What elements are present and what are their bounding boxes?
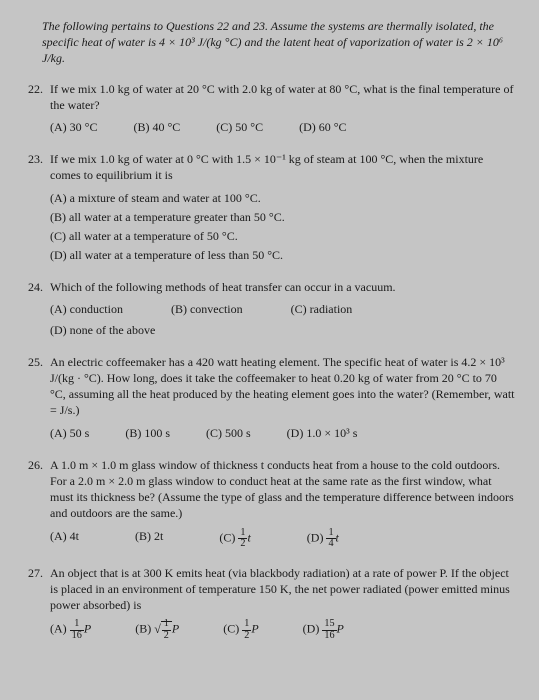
q22-text: If we mix 1.0 kg of water at 20 °C with … [50, 81, 515, 113]
q22-choices: (A) 30 °C (B) 40 °C (C) 50 °C (D) 60 °C [28, 119, 515, 135]
q27-choice-c: (C) 12P [223, 619, 258, 640]
question-24: 24. Which of the following methods of he… [28, 279, 515, 338]
q22-choice-b: (B) 40 °C [133, 119, 180, 135]
q22-choice-c: (C) 50 °C [216, 119, 263, 135]
q25-number: 25. [28, 354, 50, 419]
q26-choice-d: (D) 14t [307, 528, 339, 549]
q26-d-label: (D) [307, 530, 324, 544]
q27-b-label: (B) [135, 622, 151, 636]
q27-choices: (A) 116P (B) 12P (C) 12P (D) 1516P [28, 619, 515, 640]
q26-c-label: (C) [219, 530, 235, 544]
q26-choice-b: (B) 2t [135, 528, 163, 549]
q26-choices: (A) 4t (B) 2t (C) 12t (D) 14t [28, 528, 515, 549]
q27-number: 27. [28, 565, 50, 614]
question-25: 25. An electric coffeemaker has a 420 wa… [28, 354, 515, 441]
q24-text: Which of the following methods of heat t… [50, 279, 515, 295]
q25-choice-d: (D) 1.0 × 10³ s [287, 425, 358, 441]
q24-choices-row2: (D) none of the above [28, 322, 515, 338]
q27-choice-b: (B) 12P [135, 619, 179, 640]
q27-b-sqrt: 12 [154, 619, 172, 640]
q23-choice-b: (B) all water at a temperature greater t… [50, 209, 515, 225]
q27-c-label: (C) [223, 622, 239, 636]
q22-choice-d: (D) 60 °C [299, 119, 346, 135]
q27-a-label: (A) [50, 622, 67, 636]
q25-choice-b: (B) 100 s [125, 425, 170, 441]
q23-choice-a: (A) a mixture of steam and water at 100 … [50, 190, 515, 206]
q24-choice-a: (A) conduction [50, 301, 123, 317]
q27-c-fraction: 12 [242, 619, 251, 640]
question-26: 26. A 1.0 m × 1.0 m glass window of thic… [28, 457, 515, 549]
q27-text: An object that is at 300 K emits heat (v… [50, 565, 515, 614]
q24-choice-c: (C) radiation [291, 301, 353, 317]
q24-number: 24. [28, 279, 50, 295]
q26-number: 26. [28, 457, 50, 522]
q27-a-fraction: 116 [70, 619, 84, 640]
question-22: 22. If we mix 1.0 kg of water at 20 °C w… [28, 81, 515, 136]
q25-choice-a: (A) 50 s [50, 425, 89, 441]
q26-d-fraction: 14 [326, 528, 335, 549]
q25-choice-c: (C) 500 s [206, 425, 251, 441]
q25-text: An electric coffeemaker has a 420 watt h… [50, 354, 515, 419]
q27-d-label: (D) [303, 622, 320, 636]
questions-intro: The following pertains to Questions 22 a… [28, 18, 515, 67]
q23-choice-c: (C) all water at a temperature of 50 °C. [50, 228, 515, 244]
question-23: 23. If we mix 1.0 kg of water at 0 °C wi… [28, 151, 515, 263]
q27-choice-a: (A) 116P [50, 619, 91, 640]
q23-choice-d: (D) all water at a temperature of less t… [50, 247, 515, 263]
q24-choice-b: (B) convection [171, 301, 243, 317]
q25-choices: (A) 50 s (B) 100 s (C) 500 s (D) 1.0 × 1… [28, 425, 515, 441]
question-27: 27. An object that is at 300 K emits hea… [28, 565, 515, 641]
q23-number: 23. [28, 151, 50, 183]
q23-text: If we mix 1.0 kg of water at 0 °C with 1… [50, 151, 515, 183]
q22-choice-a: (A) 30 °C [50, 119, 97, 135]
q26-choice-a: (A) 4t [50, 528, 79, 549]
intro-text: The following pertains to Questions 22 a… [42, 19, 503, 65]
q24-choice-d: (D) none of the above [50, 322, 155, 338]
q26-text: A 1.0 m × 1.0 m glass window of thicknes… [50, 457, 515, 522]
q22-number: 22. [28, 81, 50, 113]
q26-choice-c: (C) 12t [219, 528, 250, 549]
q27-choice-d: (D) 1516P [303, 619, 344, 640]
q27-d-fraction: 1516 [322, 619, 336, 640]
q24-choices-row1: (A) conduction (B) convection (C) radiat… [28, 301, 515, 317]
q23-choices: (A) a mixture of steam and water at 100 … [28, 190, 515, 264]
